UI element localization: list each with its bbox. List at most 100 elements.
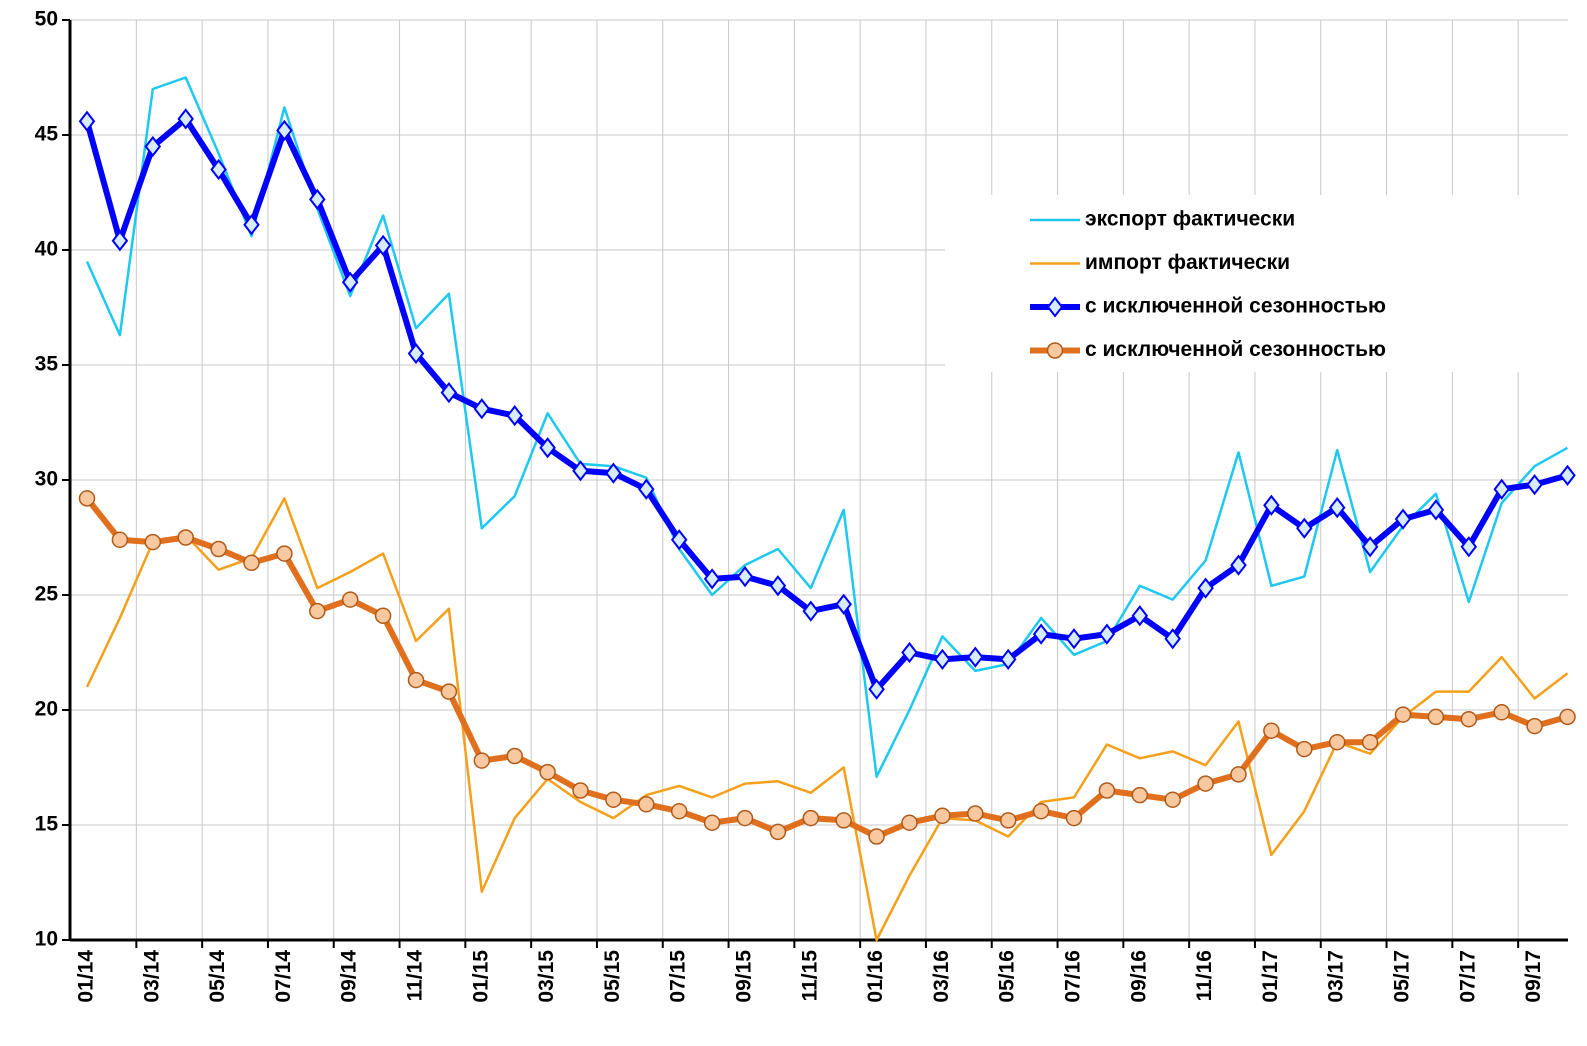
marker bbox=[374, 234, 392, 257]
marker bbox=[934, 648, 951, 671]
marker bbox=[407, 342, 425, 365]
marker bbox=[769, 823, 787, 841]
x-tick-label: 07/14 bbox=[272, 950, 295, 1003]
x-tick-label: 11/14 bbox=[404, 950, 427, 1002]
marker bbox=[1046, 342, 1064, 359]
marker bbox=[1131, 786, 1149, 804]
marker bbox=[670, 529, 688, 551]
series bbox=[78, 108, 1576, 700]
marker bbox=[506, 404, 523, 427]
x-tick-label: 09/16 bbox=[1127, 950, 1150, 1003]
y-tick-label: 40 bbox=[35, 238, 58, 261]
marker bbox=[144, 135, 162, 158]
x-tick-label: 03/16 bbox=[930, 950, 953, 1003]
legend-box bbox=[945, 195, 1568, 372]
marker bbox=[1460, 536, 1478, 558]
y-tick-label: 20 bbox=[35, 698, 58, 721]
marker bbox=[638, 796, 655, 813]
marker bbox=[1526, 473, 1543, 496]
marker bbox=[703, 814, 721, 831]
marker bbox=[1526, 717, 1543, 735]
marker bbox=[177, 108, 194, 130]
marker bbox=[1361, 733, 1379, 751]
x-tick-label: 03/14 bbox=[140, 950, 163, 1003]
marker bbox=[1493, 478, 1510, 500]
marker bbox=[1493, 704, 1510, 721]
marker bbox=[769, 575, 787, 597]
marker bbox=[967, 646, 984, 668]
marker bbox=[802, 600, 820, 622]
marker bbox=[1032, 623, 1050, 645]
y-tick-label: 35 bbox=[35, 353, 59, 376]
marker bbox=[1230, 766, 1247, 783]
marker bbox=[177, 529, 194, 546]
x-tick-label: 09/17 bbox=[1522, 950, 1545, 1003]
x-tick-label: 01/14 bbox=[75, 950, 98, 1003]
marker bbox=[210, 158, 227, 181]
y-tick-label: 15 bbox=[35, 813, 59, 836]
marker bbox=[901, 641, 918, 664]
x-tick-label: 03/17 bbox=[1325, 950, 1348, 1003]
marker bbox=[539, 437, 556, 459]
y-tick-label: 25 bbox=[35, 583, 59, 606]
legend-label: с исключенной сезонностью bbox=[1085, 338, 1386, 361]
marker bbox=[736, 809, 754, 827]
marker bbox=[440, 381, 458, 404]
x-tick-label: 11/15 bbox=[798, 950, 821, 1002]
marker bbox=[1197, 775, 1214, 792]
marker bbox=[835, 812, 852, 829]
marker bbox=[473, 398, 491, 420]
marker bbox=[1296, 517, 1313, 539]
marker bbox=[341, 271, 359, 293]
marker bbox=[276, 545, 293, 562]
x-tick-label: 07/17 bbox=[1456, 950, 1479, 1003]
marker bbox=[670, 802, 688, 820]
marker bbox=[802, 809, 820, 827]
marker bbox=[473, 752, 491, 769]
marker bbox=[78, 490, 96, 507]
marker bbox=[1164, 628, 1181, 650]
x-tick-label: 09/15 bbox=[733, 950, 756, 1003]
marker bbox=[1361, 536, 1379, 558]
marker bbox=[78, 110, 96, 132]
marker bbox=[1559, 464, 1576, 487]
x-tick-label: 07/15 bbox=[667, 950, 690, 1003]
series-line bbox=[84, 496, 1569, 840]
x-tick-label: 11/16 bbox=[1193, 950, 1216, 1001]
marker bbox=[309, 602, 326, 620]
legend-label: экспорт фактически bbox=[1085, 208, 1295, 231]
marker bbox=[1328, 496, 1346, 519]
x-tick-label: 09/14 bbox=[338, 950, 361, 1003]
marker bbox=[703, 568, 721, 590]
x-tick-label: 05/15 bbox=[601, 950, 624, 1003]
marker bbox=[999, 812, 1017, 829]
marker bbox=[1263, 722, 1280, 739]
marker bbox=[868, 828, 885, 845]
y-tick-label: 10 bbox=[35, 928, 58, 951]
marker bbox=[111, 531, 129, 549]
marker bbox=[638, 478, 655, 500]
marker bbox=[1394, 508, 1412, 530]
marker bbox=[1197, 577, 1214, 599]
marker bbox=[1328, 733, 1346, 751]
legend-label: с исключенной сезонностью bbox=[1085, 295, 1386, 318]
legend-label: импорт фактически bbox=[1085, 251, 1290, 274]
marker bbox=[144, 533, 162, 551]
marker bbox=[1394, 706, 1412, 723]
marker bbox=[1230, 554, 1247, 576]
marker bbox=[1032, 802, 1050, 820]
marker bbox=[605, 791, 622, 808]
marker bbox=[440, 683, 458, 700]
marker bbox=[1046, 296, 1064, 318]
marker bbox=[1427, 708, 1445, 726]
marker bbox=[407, 671, 425, 689]
marker bbox=[374, 607, 392, 624]
x-tick-label: 05/16 bbox=[996, 950, 1019, 1003]
marker bbox=[835, 593, 852, 615]
marker bbox=[111, 230, 129, 252]
marker bbox=[539, 763, 556, 781]
y-tick-label: 50 bbox=[35, 8, 58, 31]
marker bbox=[605, 462, 622, 484]
marker bbox=[1131, 605, 1149, 627]
